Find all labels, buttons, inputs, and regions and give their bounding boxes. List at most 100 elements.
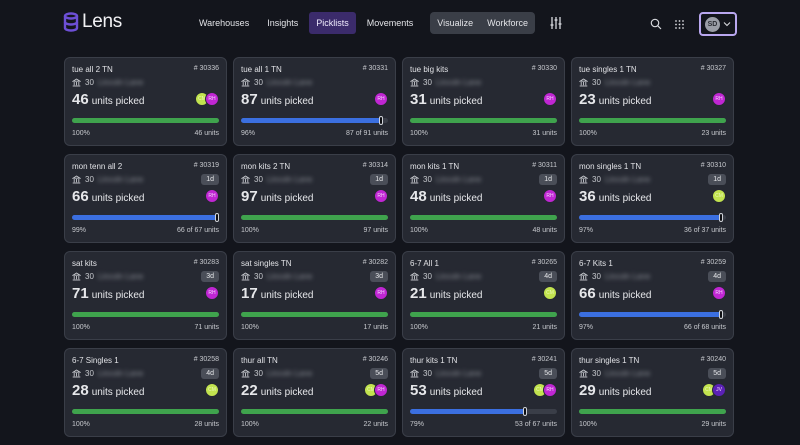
app-name: Lens <box>82 11 123 32</box>
assignees: RH <box>374 189 388 203</box>
picklist-title: mon kits 2 TN <box>241 162 291 171</box>
address-street: Lincoln Lane <box>266 175 313 184</box>
progress-fill <box>72 118 219 123</box>
nav-workforce[interactable]: Workforce <box>487 18 528 28</box>
warehouse-address: 30 Lincoln Lane <box>410 175 481 184</box>
nav-visualize[interactable]: Visualize <box>437 18 474 28</box>
picklist-title: thur kits 1 TN <box>410 356 458 365</box>
picklist-title: mon singles 1 TN <box>579 162 642 171</box>
picklist-card[interactable]: thur singles 1 TN # 30240 30 Lincoln Lane… <box>571 348 734 437</box>
units-count: 21 <box>410 285 427 302</box>
nav-warehouses[interactable]: Warehouses <box>199 18 250 28</box>
sliders-icon[interactable] <box>549 16 563 30</box>
assignees: CM <box>543 286 557 300</box>
building-icon <box>241 369 250 378</box>
picklist-card[interactable]: tue all 1 TN # 30331 30 Lincoln Lane 87 un… <box>233 57 396 146</box>
picklist-title: mon tenn all 2 <box>72 162 123 171</box>
assignee-avatar[interactable]: CM <box>205 383 219 397</box>
assignee-avatar[interactable]: RH <box>543 189 557 203</box>
progress-handle <box>214 213 219 222</box>
progress-bar <box>410 118 557 123</box>
assignee-avatar[interactable]: RH <box>543 92 557 106</box>
address-street: Lincoln Lane <box>266 272 313 281</box>
assignee-avatar[interactable]: RH <box>374 286 388 300</box>
assignee-avatar[interactable]: CM <box>712 189 726 203</box>
picklist-id: # 30319 <box>193 162 219 169</box>
units-total: 29 units <box>701 421 726 428</box>
assignee-avatar[interactable]: RH <box>712 286 726 300</box>
units-total: 31 units <box>532 130 557 137</box>
age-badge: 1d <box>370 174 388 185</box>
picklist-card[interactable]: 6-7 All 1 # 30265 30 Lincoln Lane 4d 21 un… <box>402 251 565 340</box>
picklist-title: sat singles TN <box>241 259 292 268</box>
picklist-id: # 30336 <box>193 65 219 72</box>
picklist-card[interactable]: mon kits 2 TN # 30314 30 Lincoln Lane 1d … <box>233 154 396 243</box>
progress-fill <box>241 312 388 317</box>
user-avatar: SD <box>705 16 720 32</box>
picklist-card[interactable]: mon tenn all 2 # 30319 30 Lincoln Lane 1d… <box>64 154 227 243</box>
assignee-avatar[interactable]: RH <box>712 92 726 106</box>
search-icon[interactable] <box>650 18 662 30</box>
units-count: 71 <box>72 285 89 302</box>
units-label: units picked <box>91 290 145 301</box>
assignees: RH <box>712 92 726 106</box>
address-number: 30 <box>592 175 601 184</box>
assignees: CM JV <box>702 383 726 397</box>
units-total: 53 of 67 units <box>514 421 557 428</box>
progress-fill <box>410 215 557 220</box>
picklist-id: # 30331 <box>362 65 388 72</box>
units-picked: 71 units picked <box>72 285 145 302</box>
picklist-card[interactable]: tue singles 1 TN # 30327 30 Lincoln Lane … <box>571 57 734 146</box>
picklist-card[interactable]: mon kits 1 TN # 30311 30 Lincoln Lane 1d … <box>402 154 565 243</box>
picklist-card[interactable]: mon singles 1 TN # 30310 30 Lincoln Lane … <box>571 154 734 243</box>
address-number: 30 <box>85 175 94 184</box>
picklist-id: # 30311 <box>532 162 557 169</box>
picklist-title: sat kits <box>72 259 97 268</box>
picklist-card[interactable]: thur kits 1 TN # 30241 30 Lincoln Lane 5d… <box>402 348 565 437</box>
logo[interactable]: Lens <box>63 11 122 33</box>
picklist-card[interactable]: tue all 2 TN # 30336 30 Lincoln Lane 46 un… <box>64 57 227 146</box>
picklist-card[interactable]: thur all TN # 30246 30 Lincoln Lane 5d 22… <box>233 348 396 437</box>
apps-grid-icon[interactable] <box>674 19 685 30</box>
picklist-card[interactable]: tue big kits # 30330 30 Lincoln Lane 31 un… <box>402 57 565 146</box>
progress-percent: 100% <box>72 421 90 428</box>
nav-insights[interactable]: Insights <box>267 18 299 28</box>
picklist-title: 6-7 Singles 1 <box>72 356 119 365</box>
nav-picklists[interactable]: Picklists <box>309 12 356 34</box>
units-total: 22 units <box>363 421 388 428</box>
picklist-card[interactable]: sat kits # 30283 30 Lincoln Lane 3d 71 uni… <box>64 251 227 340</box>
picklist-card[interactable]: sat singles TN # 30282 30 Lincoln Lane 3d… <box>233 251 396 340</box>
assignee-avatar[interactable]: RH <box>205 189 219 203</box>
picklist-card[interactable]: 6-7 Kits 1 # 30259 30 Lincoln Lane 4d 66 u… <box>571 251 734 340</box>
assignee-avatar[interactable]: RH <box>374 92 388 106</box>
address-number: 30 <box>85 369 94 378</box>
progress-fill <box>72 312 219 317</box>
units-picked: 48 units picked <box>410 188 483 205</box>
warehouse-address: 30 Lincoln Lane <box>410 272 481 281</box>
units-picked: 28 units picked <box>72 382 145 399</box>
picklist-card[interactable]: 6-7 Singles 1 # 30258 30 Lincoln Lane 4d … <box>64 348 227 437</box>
age-badge: 1d <box>708 174 726 185</box>
units-count: 17 <box>241 285 258 302</box>
units-total: 23 units <box>701 130 726 137</box>
assignees: RH <box>543 92 557 106</box>
nav-movements[interactable]: Movements <box>366 18 414 28</box>
progress-fill <box>579 409 726 414</box>
assignee-avatar[interactable]: CM <box>543 286 557 300</box>
assignees: RH <box>374 92 388 106</box>
units-picked: 21 units picked <box>410 285 483 302</box>
assignee-avatar[interactable]: RH <box>374 189 388 203</box>
address-street: Lincoln Lane <box>604 78 651 87</box>
user-menu-button[interactable]: SD <box>699 12 737 36</box>
assignee-avatar[interactable]: JV <box>712 383 726 397</box>
address-number: 30 <box>592 272 601 281</box>
progress-percent: 97% <box>579 324 594 331</box>
warehouse-address: 30 Lincoln Lane <box>579 272 650 281</box>
units-total: 66 of 67 units <box>176 227 219 234</box>
assignee-avatar[interactable]: RH <box>205 92 219 106</box>
assignee-avatar[interactable]: RH <box>205 286 219 300</box>
units-label: units picked <box>429 96 483 107</box>
assignee-avatar[interactable]: RH <box>374 383 388 397</box>
progress-percent: 79% <box>410 421 425 428</box>
assignee-avatar[interactable]: RH <box>543 383 557 397</box>
